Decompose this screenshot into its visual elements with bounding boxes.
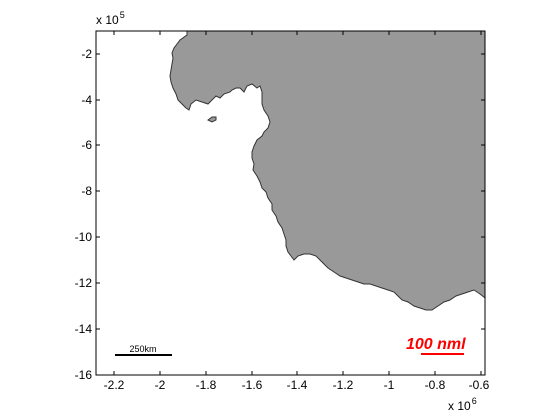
landmass <box>169 30 486 311</box>
y-tick-label: -14 <box>75 322 93 336</box>
x-tick-labels: -2.2 -2 -1.8 -1.6 -1.4 -1.2 -1 -0.8 -0.6 <box>104 378 490 392</box>
small-island <box>207 116 217 123</box>
x-tick-label: -1.6 <box>242 378 263 392</box>
x-axis-multiplier-base: x 10 <box>448 399 471 413</box>
x-axis-multiplier-exponent: 6 <box>472 396 477 406</box>
scale-bar-nm-label: 100 nml <box>406 336 466 353</box>
x-tick-label: -1 <box>384 378 395 392</box>
x-tick-label: -2 <box>155 378 166 392</box>
y-axis <box>96 53 485 330</box>
x-tick-label: -1.2 <box>333 378 354 392</box>
y-tick-label: -16 <box>75 368 93 382</box>
y-tick-label: -12 <box>75 276 93 290</box>
x-tick-label: -1.4 <box>287 378 308 392</box>
scale-bar-nm: 100 nml <box>406 336 466 355</box>
x-tick-label: -1.8 <box>196 378 217 392</box>
plot-frame <box>95 30 486 376</box>
y-tick-label: -10 <box>75 230 93 244</box>
x-axis-multiplier: x 106 <box>448 396 477 413</box>
y-tick-label: -8 <box>81 184 92 198</box>
y-tick-labels: -2 -4 -6 -8 -10 -12 -14 -16 <box>75 47 93 382</box>
scale-bar-km-label: 250km <box>129 344 156 354</box>
y-tick-label: -2 <box>81 47 92 61</box>
y-tick-label: -4 <box>81 93 92 107</box>
scale-bar-km: 250km <box>115 344 172 356</box>
y-axis-multiplier-base: x 10 <box>96 13 119 27</box>
y-axis-multiplier: x 105 <box>96 10 125 27</box>
y-axis-multiplier-exponent: 5 <box>120 10 125 20</box>
x-tick-label: -0.8 <box>425 378 446 392</box>
x-tick-label: -2.2 <box>104 378 125 392</box>
y-tick-label: -6 <box>81 138 92 152</box>
x-tick-label: -0.6 <box>469 378 490 392</box>
x-axis <box>113 31 482 375</box>
